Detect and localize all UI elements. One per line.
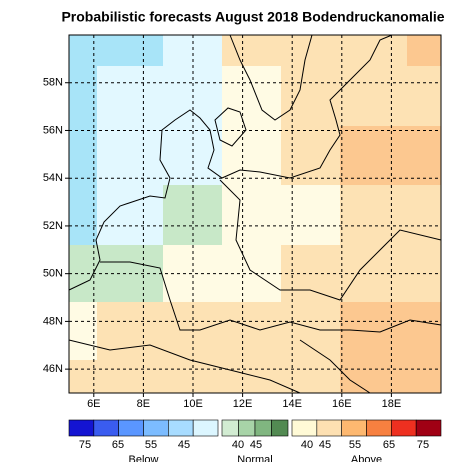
y-tick-label: 48N — [43, 315, 63, 327]
cell — [281, 360, 340, 393]
x-tick-label: 12E — [233, 398, 253, 410]
cell — [281, 66, 340, 126]
legend-name: Below — [129, 454, 159, 462]
legend-swatch — [192, 419, 219, 437]
coastline — [68, 34, 393, 291]
x-tick-label: 10E — [183, 398, 203, 410]
legend-label: 75 — [79, 439, 91, 451]
cell — [281, 126, 340, 185]
legend-swatch — [143, 419, 169, 437]
probability-cells — [69, 35, 441, 393]
cell — [407, 126, 441, 185]
cell — [407, 66, 441, 126]
legend-swatch — [415, 419, 442, 437]
cell — [97, 302, 163, 360]
cell — [340, 302, 407, 360]
x-tick-label: 14E — [282, 398, 302, 410]
legend-swatch — [254, 419, 272, 437]
cell — [281, 302, 340, 360]
map-frame — [68, 34, 442, 394]
legend-label: 45 — [319, 439, 331, 451]
legend-swatch — [341, 419, 367, 437]
cell — [222, 302, 281, 360]
cell — [97, 185, 163, 245]
x-tick-label: 18E — [382, 398, 402, 410]
legend-label: 55 — [349, 439, 361, 451]
x-tick-label: 6E — [87, 398, 100, 410]
cell — [407, 360, 441, 393]
legend-swatch — [118, 419, 144, 437]
colorbar: 75 65 55 45 Below 40 45 Normal 40 45 55 65 75 Above — [68, 419, 442, 462]
graticule: 6E 8E 10E 12E 14E 16E 18E 46N 48N 50N 52N 54N 56N 58N — [43, 35, 441, 410]
cell — [281, 185, 340, 245]
cell — [340, 245, 407, 302]
cell — [340, 360, 407, 393]
y-tick-label: 56N — [43, 124, 63, 136]
legend-name: Above — [351, 454, 382, 462]
legend-swatch — [271, 419, 289, 437]
y-tick-label: 58N — [43, 77, 63, 89]
legend-swatch — [68, 419, 95, 437]
cell — [97, 35, 163, 66]
y-tick-label: 50N — [43, 268, 63, 280]
cell — [69, 302, 97, 360]
cell — [163, 360, 222, 393]
cell — [340, 185, 407, 245]
cell — [407, 35, 441, 66]
x-tick-label: 16E — [332, 398, 352, 410]
legend-swatch — [238, 419, 256, 437]
y-tick-label: 52N — [43, 220, 63, 232]
border — [68, 339, 301, 394]
legend-label: 75 — [417, 439, 429, 451]
legend-label: 45 — [250, 439, 262, 451]
cell — [222, 66, 281, 126]
cell — [69, 360, 97, 393]
legend-swatch — [366, 419, 392, 437]
coastline — [299, 339, 371, 394]
cell — [69, 66, 97, 126]
cell — [340, 66, 407, 126]
map-title: Probabilistic forecasts August 2018 Bode… — [61, 9, 444, 25]
legend-name: Normal — [237, 454, 272, 462]
legend-label: 40 — [232, 439, 244, 451]
legend-label: 45 — [178, 439, 190, 451]
legend-swatch — [93, 419, 119, 437]
cell — [69, 185, 97, 245]
cell — [340, 126, 407, 185]
y-tick-label: 46N — [43, 363, 63, 375]
legend-label: 65 — [112, 439, 124, 451]
legend-swatch — [291, 419, 318, 437]
cell — [69, 35, 97, 66]
cell — [222, 360, 281, 393]
cell — [97, 126, 163, 185]
legend-swatch — [221, 419, 239, 437]
legend-label: 65 — [383, 439, 395, 451]
cell — [222, 126, 281, 185]
y-tick-label: 54N — [43, 172, 63, 184]
cell — [97, 360, 163, 393]
cell — [340, 35, 407, 66]
x-tick-label: 8E — [137, 398, 150, 410]
legend-swatch — [316, 419, 342, 437]
cell — [222, 35, 281, 66]
cell — [407, 302, 441, 360]
coastline — [229, 34, 313, 121]
legend-label: 55 — [145, 439, 157, 451]
cell — [407, 185, 441, 245]
legend-swatch — [391, 419, 417, 437]
border — [219, 179, 442, 301]
cell — [97, 66, 163, 126]
legend-swatch — [168, 419, 194, 437]
cell — [69, 126, 97, 185]
cell — [222, 185, 281, 245]
legend-label: 40 — [301, 439, 313, 451]
